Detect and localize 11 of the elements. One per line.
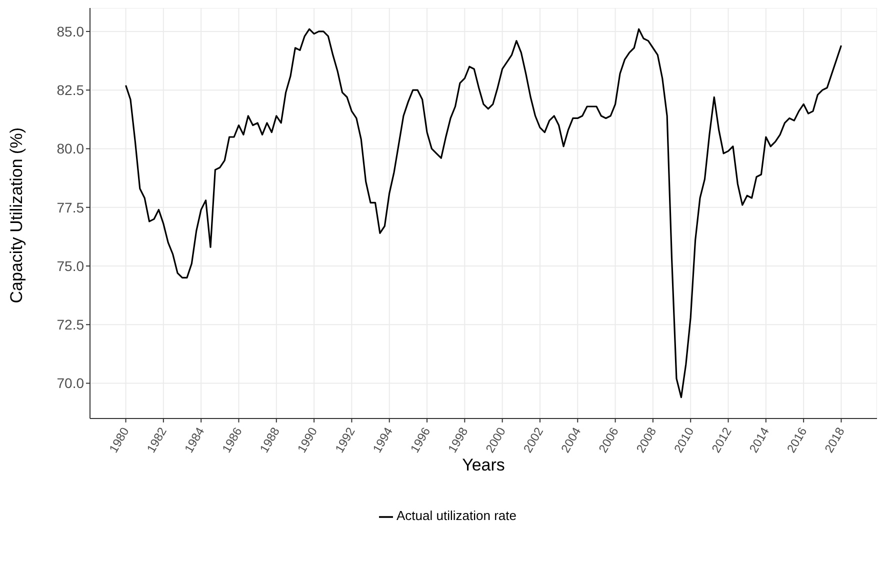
legend-label: Actual utilization rate [396,508,516,524]
y-tick-label: 80.0 [56,140,84,157]
y-tick-label: 75.0 [56,258,84,274]
x-axis-title: Years [462,455,505,474]
y-tick-label: 82.5 [56,82,84,98]
y-axis-title: Capacity Utilization (%) [7,127,26,304]
y-tick-label: 85.0 [56,23,84,40]
y-tick-label: 70.0 [56,375,84,392]
line-series [124,28,842,398]
y-tick-label: 72.5 [56,316,84,333]
y-tick-label: 77.5 [56,199,84,216]
